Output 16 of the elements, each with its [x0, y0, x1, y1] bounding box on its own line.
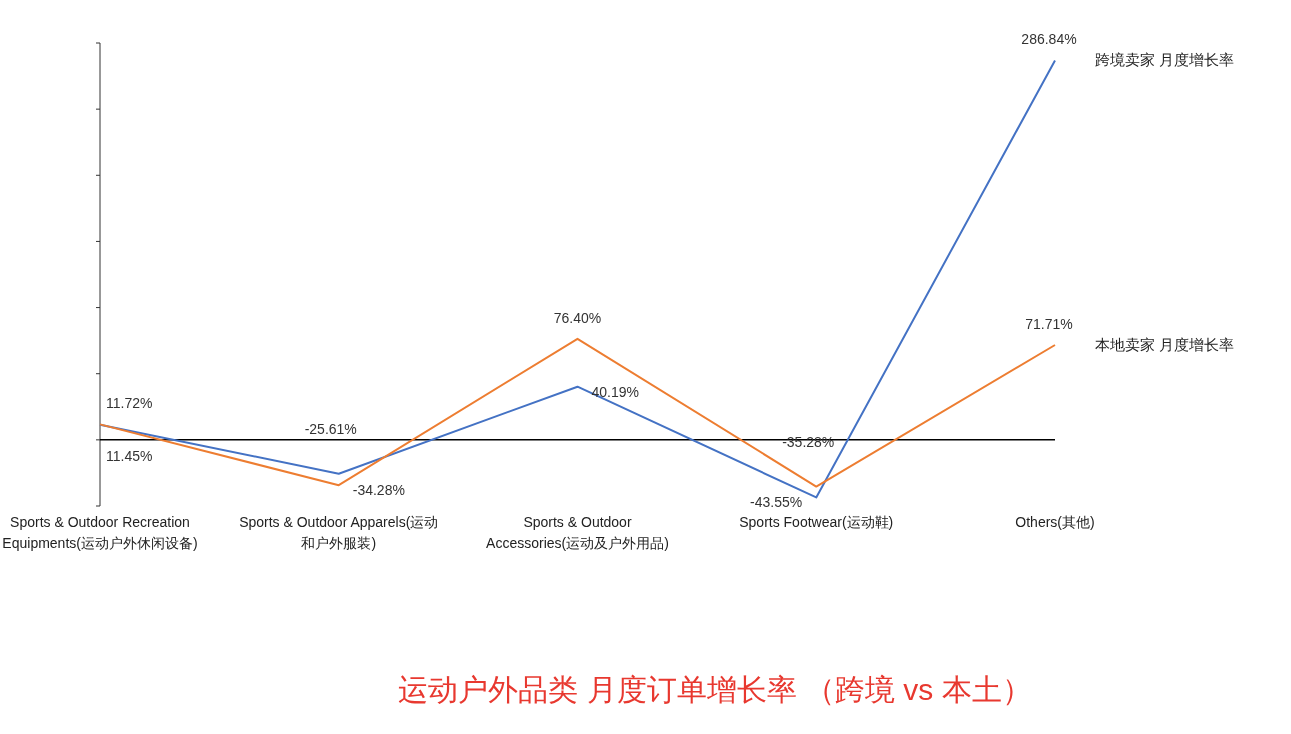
data-label: 11.72% — [106, 395, 153, 412]
data-label: -43.55% — [750, 494, 803, 511]
x-tick-label: Sports & Outdoor Recreation Equipments(运动户外休闲设备) — [1, 513, 199, 553]
data-label: -25.61% — [304, 420, 357, 437]
data-label: 76.40% — [553, 309, 602, 326]
text: 运动户外品类 月度订单增长率 （跨境 vs 本土） — [397, 672, 1033, 708]
data-label: 11.45% — [106, 447, 153, 464]
x-tick-label: Sports & Outdoor Accessories(运动及户外用品) — [485, 513, 670, 553]
data-label: 40.19% — [591, 383, 639, 400]
data-label: 286.84% — [1021, 31, 1077, 48]
x-tick-label: Others(其他) — [1014, 513, 1096, 532]
data-label: 71.71% — [1025, 316, 1073, 332]
data-label: -34.28% — [352, 482, 405, 499]
text: 跨境卖家 月度增长率 — [1095, 51, 1235, 69]
x-tick-label: Sports & Outdoor Apparels(运动和户外服装) — [238, 513, 439, 553]
x-tick-label: Sports Footwear(运动鞋) — [738, 513, 895, 532]
